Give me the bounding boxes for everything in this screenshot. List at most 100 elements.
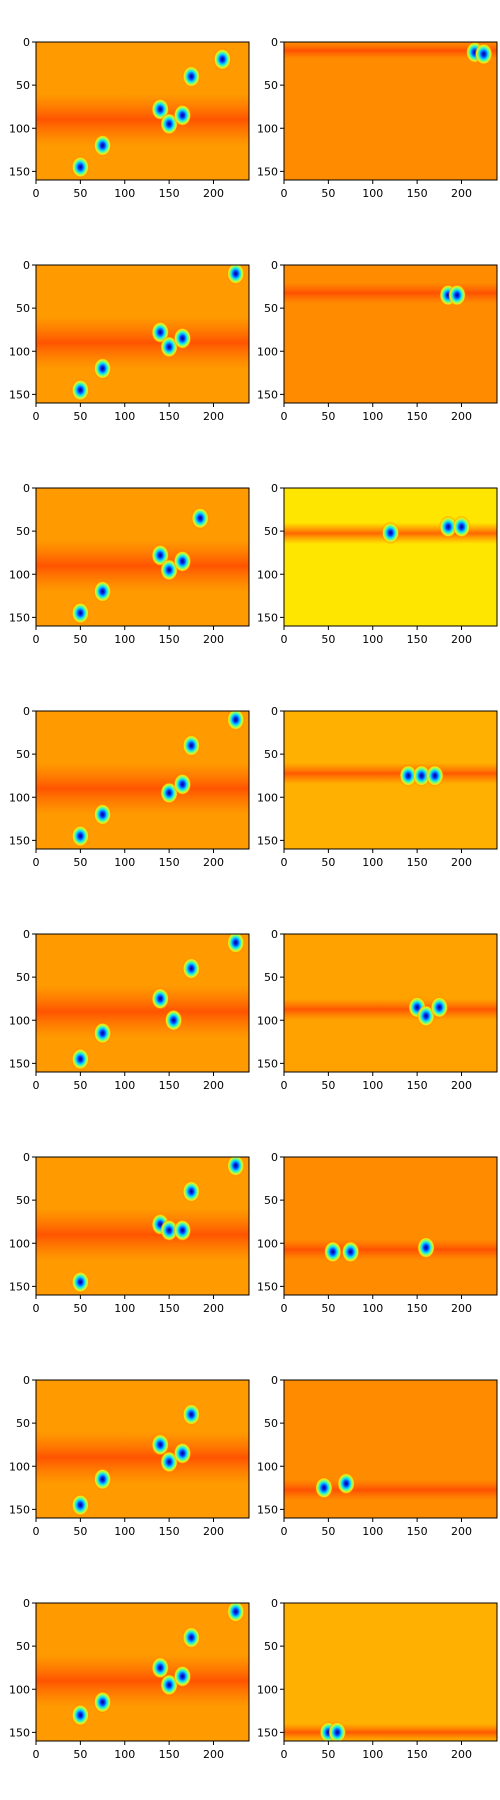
heatmap-hotspot (71, 1704, 90, 1727)
y-tick-label: 0 (271, 1597, 278, 1610)
y-tick-label: 50 (16, 1194, 30, 1207)
axes-frame (35, 933, 250, 1073)
x-tick-label: 100 (114, 187, 135, 200)
y-tick-label: 50 (16, 1417, 30, 1430)
heatmap-hotspot (93, 357, 112, 380)
x-tick-label: 0 (281, 633, 288, 646)
y-tick-label: 0 (23, 1151, 30, 1164)
axes-frame (283, 41, 498, 181)
heatmap-hotspot (173, 1442, 192, 1465)
x-tick-label: 0 (33, 1079, 40, 1092)
x-tick-label: 200 (451, 410, 472, 423)
heatmap-hotspot (173, 550, 192, 573)
heatmap-panel-r7c2: 0 50 100 150 200 0 50 100 150 (257, 1374, 498, 1538)
heatmap-hotspot (399, 764, 418, 787)
heatmap-hotspot (160, 335, 179, 358)
axes-frame (35, 487, 250, 627)
heatmap-band (284, 1723, 497, 1741)
heatmap-band (36, 985, 249, 1038)
y-tick-label: 50 (16, 1640, 30, 1653)
y-tick-label: 100 (9, 1683, 30, 1696)
heatmap-band (36, 1208, 249, 1261)
x-tick-label: 0 (281, 410, 288, 423)
heatmap-hotspot (71, 379, 90, 402)
heatmap-band (36, 1431, 249, 1484)
heatmap-hotspot (417, 1236, 435, 1259)
x-tick-label: 0 (33, 1525, 40, 1538)
y-tick-label: 0 (23, 482, 30, 495)
heatmap-hotspot (430, 996, 449, 1019)
x-tick-label: 100 (362, 1748, 383, 1761)
heatmap-hotspot (93, 580, 112, 603)
axes-frame (35, 1379, 250, 1519)
x-tick-label: 50 (321, 187, 335, 200)
x-tick-label: 0 (33, 856, 40, 869)
x-tick-label: 200 (203, 1302, 224, 1315)
heatmap-hotspot (173, 1665, 192, 1688)
heatmap-panel-r3c2: 0 50 100 150 200 0 50 100 150 (257, 482, 498, 646)
axes-frame (35, 1602, 250, 1742)
heatmap-panel-r8c1: 0 50 100 150 200 0 50 100 150 (9, 1597, 250, 1761)
x-tick-label: 200 (451, 1748, 472, 1761)
x-tick-label: 200 (203, 1079, 224, 1092)
y-tick-label: 100 (257, 791, 278, 804)
heatmap-panel-r2c1: 0 50 100 150 200 0 50 100 150 (9, 259, 250, 423)
y-tick-label: 50 (16, 79, 30, 92)
x-tick-label: 200 (451, 1525, 472, 1538)
x-tick-label: 0 (33, 410, 40, 423)
y-tick-label: 50 (264, 1194, 278, 1207)
y-tick-label: 50 (264, 748, 278, 761)
heatmap-hotspot (314, 1476, 333, 1499)
x-tick-label: 150 (407, 1302, 428, 1315)
heatmap-hotspot (448, 284, 467, 307)
heatmap-band (284, 1238, 497, 1261)
heatmap-hotspot (71, 1271, 90, 1294)
y-tick-label: 0 (271, 482, 278, 495)
heatmap-hotspot (425, 764, 444, 787)
y-tick-label: 100 (9, 122, 30, 135)
y-tick-label: 0 (271, 36, 278, 49)
y-tick-label: 100 (257, 1237, 278, 1250)
x-tick-label: 100 (362, 633, 383, 646)
x-tick-label: 100 (114, 1525, 135, 1538)
heatmap-hotspot (151, 1656, 170, 1679)
y-tick-label: 0 (271, 1151, 278, 1164)
y-tick-label: 100 (257, 345, 278, 358)
heatmap-hotspot (323, 1240, 342, 1263)
x-tick-label: 150 (407, 187, 428, 200)
heatmap-hotspot (160, 1219, 179, 1242)
x-tick-label: 100 (362, 1525, 383, 1538)
heatmap-panel-r2c2: 0 50 100 150 200 0 50 100 150 (257, 259, 498, 423)
y-tick-label: 0 (23, 705, 30, 718)
heatmap-hotspot (182, 1626, 201, 1649)
x-tick-label: 200 (203, 1748, 224, 1761)
heatmap-hotspot (71, 1048, 90, 1071)
x-tick-label: 150 (159, 1525, 180, 1538)
x-tick-label: 50 (321, 1302, 335, 1315)
heatmap-panel-r7c1: 0 50 100 150 200 0 50 100 150 (9, 1374, 250, 1538)
heatmap-hotspot (182, 734, 201, 757)
y-tick-label: 100 (257, 1460, 278, 1473)
heatmap-hotspot (226, 1157, 245, 1177)
x-tick-label: 0 (281, 1079, 288, 1092)
axes-frame (283, 1156, 498, 1296)
x-tick-label: 50 (321, 410, 335, 423)
y-tick-label: 150 (9, 165, 30, 178)
axes-frame (35, 264, 250, 404)
y-tick-label: 50 (16, 302, 30, 315)
axes-frame (283, 710, 498, 850)
axes-frame (283, 1602, 498, 1742)
y-tick-label: 150 (9, 1057, 30, 1070)
x-tick-label: 150 (407, 1525, 428, 1538)
x-tick-label: 100 (114, 410, 135, 423)
heatmap-hotspot (71, 602, 90, 625)
heatmap-hotspot (226, 934, 245, 954)
y-tick-label: 0 (271, 705, 278, 718)
heatmap-hotspot (151, 987, 170, 1010)
heatmap-panel-r6c2: 0 50 100 150 200 0 50 100 150 (257, 1151, 498, 1315)
heatmap-band (36, 762, 249, 815)
heatmap-band (36, 1654, 249, 1707)
heatmap-band (284, 42, 497, 60)
x-tick-label: 0 (33, 187, 40, 200)
y-tick-label: 100 (257, 122, 278, 135)
